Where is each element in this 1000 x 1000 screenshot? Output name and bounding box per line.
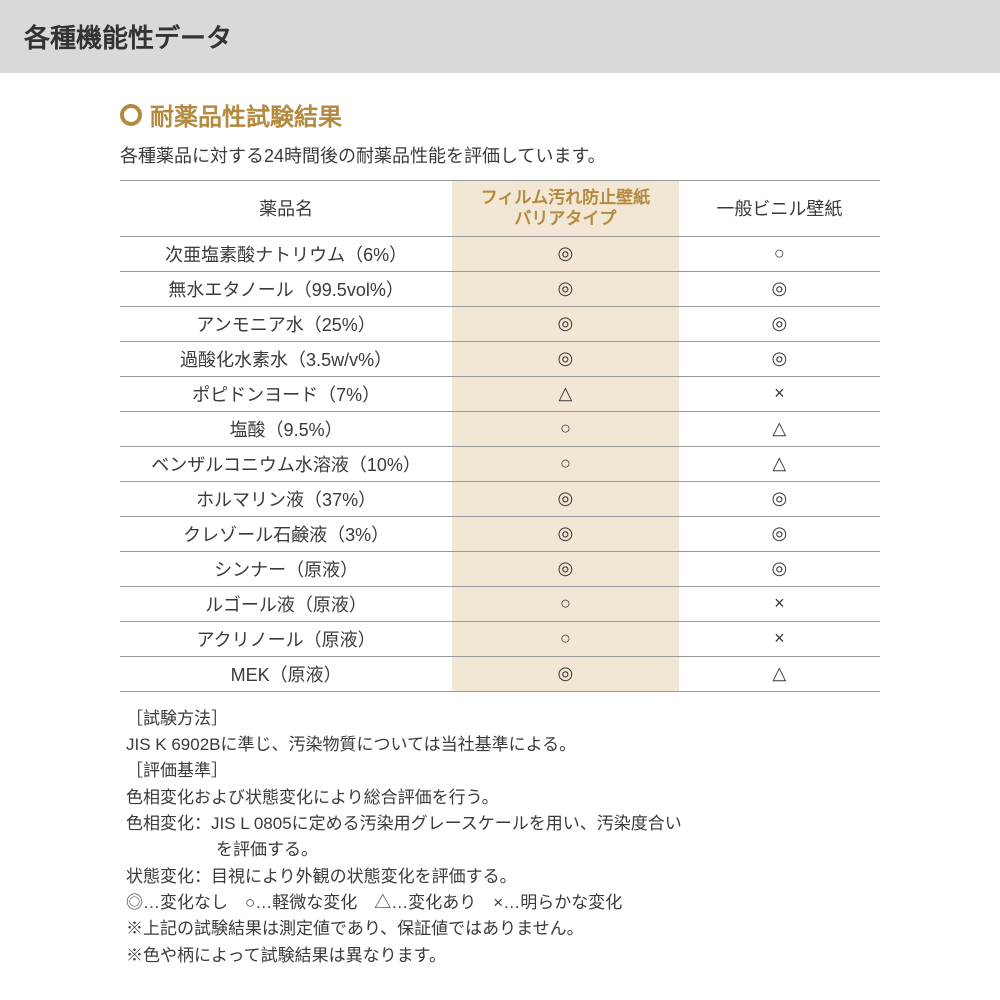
bullet-icon	[120, 104, 142, 126]
cell-name: シンナー（原液）	[120, 551, 452, 586]
cell-name: ルゴール液（原液）	[120, 586, 452, 621]
criteria-text2a: 色相変化：JIS L 0805に定める汚染用グレースケールを用い、汚染度合い	[126, 811, 874, 837]
cell-general: ×	[679, 621, 880, 656]
table-row: ポピドンヨード（7%）△×	[120, 376, 880, 411]
cell-film: ◎	[452, 551, 678, 586]
cell-general: ◎	[679, 341, 880, 376]
cell-general: ×	[679, 376, 880, 411]
disclaimer2: ※色や柄によって試験結果は異なります。	[126, 943, 874, 969]
cell-general: ×	[679, 586, 880, 621]
table-row: シンナー（原液）◎◎	[120, 551, 880, 586]
cell-general: ◎	[679, 481, 880, 516]
cell-film: ◎	[452, 516, 678, 551]
cell-name: MEK（原液）	[120, 656, 452, 691]
section-subtitle: 各種薬品に対する24時間後の耐薬品性能を評価しています。	[120, 142, 880, 168]
content-area: 耐薬品性試験結果 各種薬品に対する24時間後の耐薬品性能を評価しています。 薬品…	[0, 73, 1000, 969]
cell-name: 次亜塩素酸ナトリウム（6%）	[120, 236, 452, 271]
cell-name: アクリノール（原液）	[120, 621, 452, 656]
section-title: 耐薬品性試験結果	[150, 97, 342, 132]
cell-general: ○	[679, 236, 880, 271]
cell-film: ◎	[452, 341, 678, 376]
disclaimer1: ※上記の試験結果は測定値であり、保証値ではありません。	[126, 916, 874, 942]
table-row: ルゴール液（原液）○×	[120, 586, 880, 621]
cell-name: 無水エタノール（99.5vol%）	[120, 271, 452, 306]
table-row: ベンザルコニウム水溶液（10%）○△	[120, 446, 880, 481]
table-row: 無水エタノール（99.5vol%）◎◎	[120, 271, 880, 306]
notes-block: ［試験方法］ JIS K 6902Bに準じ、汚染物質については当社基準による。 …	[120, 706, 880, 969]
section-title-row: 耐薬品性試験結果	[120, 97, 880, 132]
col-header-general: 一般ビニル壁紙	[679, 181, 880, 237]
table-row: クレゾール石鹸液（3%）◎◎	[120, 516, 880, 551]
cell-general: ◎	[679, 306, 880, 341]
criteria-label: ［評価基準］	[126, 758, 874, 784]
cell-general: ◎	[679, 516, 880, 551]
cell-general: △	[679, 411, 880, 446]
table-row: 塩酸（9.5%）○△	[120, 411, 880, 446]
page-header: 各種機能性データ	[0, 0, 1000, 73]
table-row: アクリノール（原液）○×	[120, 621, 880, 656]
criteria-text2b: を評価する。	[126, 837, 874, 863]
cell-general: ◎	[679, 551, 880, 586]
col-header-name: 薬品名	[120, 181, 452, 237]
cell-name: ホルマリン液（37%）	[120, 481, 452, 516]
cell-film: ◎	[452, 271, 678, 306]
cell-name: 過酸化水素水（3.5w/v%）	[120, 341, 452, 376]
cell-general: △	[679, 446, 880, 481]
col-header-film: フィルム汚れ防止壁紙 バリアタイプ	[452, 181, 678, 237]
table-header-row: 薬品名 フィルム汚れ防止壁紙 バリアタイプ 一般ビニル壁紙	[120, 181, 880, 237]
table-row: 次亜塩素酸ナトリウム（6%）◎○	[120, 236, 880, 271]
cell-general: △	[679, 656, 880, 691]
cell-film: ○	[452, 586, 678, 621]
cell-film: ○	[452, 411, 678, 446]
criteria-text3: 状態変化：目視により外観の状態変化を評価する。	[126, 864, 874, 890]
cell-name: クレゾール石鹸液（3%）	[120, 516, 452, 551]
cell-general: ◎	[679, 271, 880, 306]
cell-name: ポピドンヨード（7%）	[120, 376, 452, 411]
table-row: 過酸化水素水（3.5w/v%）◎◎	[120, 341, 880, 376]
legend: ◎…変化なし ○…軽微な変化 △…変化あり ×…明らかな変化	[126, 890, 874, 916]
page-title: 各種機能性データ	[24, 23, 232, 53]
cell-film: ○	[452, 621, 678, 656]
method-label: ［試験方法］	[126, 706, 874, 732]
table-row: MEK（原液）◎△	[120, 656, 880, 691]
cell-film: △	[452, 376, 678, 411]
table-row: ホルマリン液（37%）◎◎	[120, 481, 880, 516]
cell-film: ◎	[452, 236, 678, 271]
cell-name: ベンザルコニウム水溶液（10%）	[120, 446, 452, 481]
method-text: JIS K 6902Bに準じ、汚染物質については当社基準による。	[126, 732, 874, 758]
cell-film: ◎	[452, 481, 678, 516]
cell-name: アンモニア水（25%）	[120, 306, 452, 341]
table-row: アンモニア水（25%）◎◎	[120, 306, 880, 341]
cell-name: 塩酸（9.5%）	[120, 411, 452, 446]
cell-film: ○	[452, 446, 678, 481]
cell-film: ◎	[452, 656, 678, 691]
criteria-text1: 色相変化および状態変化により総合評価を行う。	[126, 785, 874, 811]
cell-film: ◎	[452, 306, 678, 341]
results-table: 薬品名 フィルム汚れ防止壁紙 バリアタイプ 一般ビニル壁紙 次亜塩素酸ナトリウム…	[120, 180, 880, 692]
